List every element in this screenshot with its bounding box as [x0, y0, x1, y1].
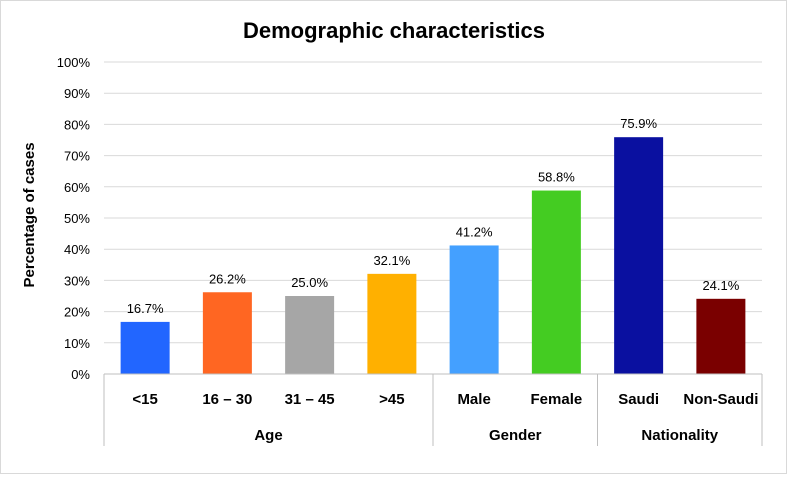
group-label: Gender	[489, 427, 542, 444]
category-label: Male	[457, 391, 490, 408]
category-label: <15	[132, 391, 157, 408]
group-label: Nationality	[641, 427, 718, 444]
bar	[202, 292, 252, 374]
data-label: 58.8%	[538, 170, 575, 185]
y-tick-label: 60%	[64, 180, 90, 195]
y-tick-label: 90%	[64, 86, 90, 101]
data-label: 26.2%	[209, 271, 246, 286]
y-tick-label: 30%	[64, 273, 90, 288]
y-tick-label: 40%	[64, 242, 90, 257]
bar	[696, 298, 746, 374]
category-label: Saudi	[618, 391, 659, 408]
y-tick-label: 10%	[64, 336, 90, 351]
bars	[120, 137, 746, 374]
data-label: 16.7%	[127, 301, 164, 316]
data-labels: 16.7% 26.2% 25.0% 32.1% 41.2% 58.8% 75.9% 24.1%	[127, 116, 740, 316]
data-label: 24.1%	[702, 278, 739, 293]
y-tick-label: 20%	[64, 305, 90, 320]
bar	[449, 245, 499, 374]
bar	[120, 321, 170, 374]
category-label: 31 – 45	[285, 391, 335, 408]
data-label: 41.2%	[456, 224, 493, 239]
category-label: Non-Saudi	[683, 391, 758, 408]
y-tick-label: 80%	[64, 117, 90, 132]
category-label: Female	[531, 391, 583, 408]
y-axis-label: Percentage of cases	[21, 142, 38, 287]
bar	[531, 190, 581, 374]
category-label: 16 – 30	[202, 391, 252, 408]
x-axis: <15 16 – 30 31 – 45 >45 Male Female Saudi Non-S…	[103, 373, 763, 446]
chart-title: Demographic characteristics	[243, 18, 545, 43]
y-tick-label: 100%	[57, 55, 91, 70]
bar	[614, 137, 664, 374]
y-tick-label: 70%	[64, 149, 90, 164]
bar	[285, 296, 335, 374]
data-label: 75.9%	[620, 116, 657, 131]
data-label: 25.0%	[291, 275, 328, 290]
group-label: Age	[254, 427, 282, 444]
category-label: >45	[379, 391, 404, 408]
y-tick-label: 50%	[64, 211, 90, 226]
bar	[367, 273, 417, 374]
data-label: 32.1%	[373, 253, 410, 268]
y-tick-label: 0%	[71, 367, 90, 382]
